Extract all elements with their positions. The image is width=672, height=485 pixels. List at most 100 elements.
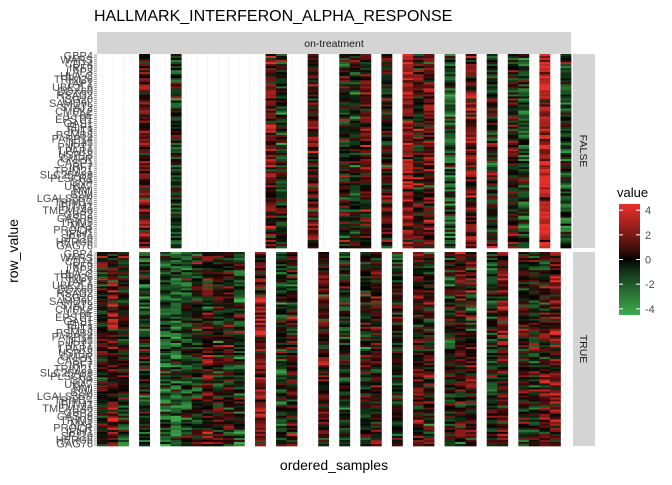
heatmap-cell bbox=[413, 296, 424, 298]
heatmap-cell bbox=[560, 129, 571, 131]
heatmap-cell bbox=[287, 351, 298, 353]
heatmap-cell bbox=[160, 268, 171, 270]
heatmap-cell bbox=[350, 165, 361, 167]
heatmap-cell bbox=[276, 82, 287, 84]
heatmap-cell bbox=[255, 301, 266, 303]
heatmap-cell bbox=[108, 432, 119, 434]
heatmap-cell bbox=[360, 418, 371, 420]
heatmap-cell bbox=[424, 135, 435, 137]
heatmap-cell bbox=[287, 385, 298, 387]
heatmap-cell bbox=[497, 414, 508, 416]
heatmap-cell bbox=[139, 373, 150, 375]
heatmap-cell bbox=[550, 309, 561, 311]
heatmap-cell bbox=[529, 359, 540, 361]
heatmap-cell bbox=[234, 274, 245, 276]
heatmap-cell bbox=[139, 268, 150, 270]
heatmap-cell bbox=[97, 387, 108, 389]
heatmap-cell bbox=[97, 319, 108, 321]
heatmap-cell bbox=[118, 349, 129, 351]
heatmap-cell bbox=[487, 398, 498, 400]
heatmap-cell bbox=[223, 296, 234, 298]
heatmap-cell bbox=[445, 363, 456, 365]
heatmap-cell bbox=[276, 230, 287, 232]
heatmap-cell bbox=[192, 438, 203, 440]
heatmap-cell bbox=[118, 434, 129, 436]
heatmap-cell bbox=[360, 109, 371, 111]
heatmap-cell bbox=[287, 440, 298, 442]
heatmap-cell bbox=[318, 422, 329, 424]
heatmap-cell bbox=[234, 381, 245, 383]
heatmap-cell bbox=[350, 72, 361, 74]
heatmap-cell bbox=[445, 347, 456, 349]
heatmap-cell bbox=[487, 117, 498, 119]
heatmap-cell bbox=[350, 82, 361, 84]
heatmap-cell bbox=[371, 345, 382, 347]
heatmap-cell bbox=[487, 240, 498, 242]
heatmap-cell bbox=[213, 292, 224, 294]
heatmap-cell bbox=[276, 64, 287, 66]
heatmap-cell bbox=[424, 385, 435, 387]
heatmap-cell bbox=[181, 377, 192, 379]
heatmap-cell bbox=[97, 335, 108, 337]
heatmap-cell bbox=[276, 391, 287, 393]
heatmap-cell bbox=[487, 307, 498, 309]
heatmap-cell bbox=[402, 123, 413, 125]
heatmap-cell bbox=[413, 60, 424, 62]
heatmap-cell bbox=[234, 266, 245, 268]
heatmap-cell bbox=[381, 183, 392, 185]
heatmap-cell bbox=[487, 58, 498, 60]
heatmap-cell bbox=[350, 200, 361, 202]
heatmap-cell bbox=[487, 232, 498, 234]
heatmap-cell bbox=[97, 341, 108, 343]
heatmap-cell bbox=[139, 98, 150, 100]
heatmap-cell bbox=[276, 208, 287, 210]
heatmap-cell bbox=[360, 292, 371, 294]
heatmap-cell bbox=[518, 125, 529, 127]
heatmap-cell bbox=[402, 139, 413, 141]
heatmap-cell bbox=[413, 395, 424, 397]
heatmap-cell bbox=[350, 204, 361, 206]
heatmap-cell bbox=[181, 282, 192, 284]
heatmap-cell bbox=[255, 270, 266, 272]
heatmap-cell bbox=[413, 406, 424, 408]
heatmap-cell bbox=[392, 341, 403, 343]
heatmap-cell bbox=[139, 361, 150, 363]
heatmap-cell bbox=[455, 383, 466, 385]
heatmap-cell bbox=[518, 115, 529, 117]
heatmap-cell bbox=[445, 323, 456, 325]
heatmap-cell bbox=[445, 412, 456, 414]
heatmap-cell bbox=[360, 337, 371, 339]
heatmap-cell bbox=[171, 333, 182, 335]
heatmap-cell bbox=[560, 80, 571, 82]
heatmap-cell bbox=[371, 393, 382, 395]
heatmap-cell bbox=[202, 286, 213, 288]
heatmap-cell bbox=[160, 387, 171, 389]
heatmap-cell bbox=[529, 268, 540, 270]
heatmap-cell bbox=[360, 210, 371, 212]
heatmap-cell bbox=[308, 208, 319, 210]
heatmap-cell bbox=[497, 381, 508, 383]
heatmap-cell bbox=[287, 264, 298, 266]
heatmap-cell bbox=[287, 436, 298, 438]
heatmap-cell bbox=[318, 254, 329, 256]
heatmap-cell bbox=[139, 139, 150, 141]
heatmap-cell bbox=[424, 359, 435, 361]
heatmap-cell bbox=[539, 367, 550, 369]
heatmap-cell bbox=[339, 179, 350, 181]
heatmap-cell bbox=[181, 307, 192, 309]
heatmap-cell bbox=[266, 187, 277, 189]
heatmap-cell bbox=[318, 323, 329, 325]
heatmap-cell bbox=[445, 442, 456, 444]
heatmap-cell bbox=[276, 151, 287, 153]
heatmap-cell bbox=[424, 175, 435, 177]
heatmap-cell bbox=[487, 418, 498, 420]
heatmap-cell bbox=[360, 179, 371, 181]
heatmap-cell bbox=[202, 363, 213, 365]
heatmap-cell bbox=[255, 375, 266, 377]
heatmap-cell bbox=[381, 111, 392, 113]
heatmap-cell bbox=[202, 272, 213, 274]
heatmap-cell bbox=[360, 230, 371, 232]
heatmap-cell bbox=[424, 438, 435, 440]
heatmap-cell bbox=[160, 420, 171, 422]
heatmap-cell bbox=[118, 430, 129, 432]
